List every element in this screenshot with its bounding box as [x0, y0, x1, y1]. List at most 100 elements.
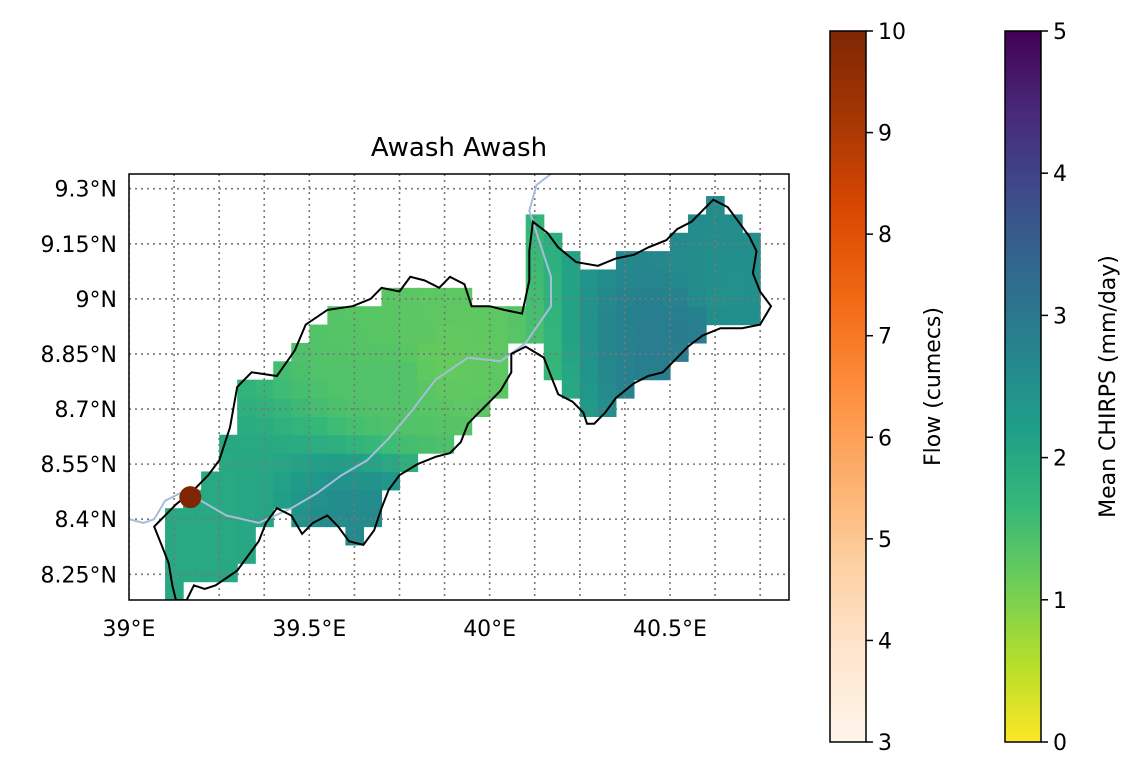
raster-cell [237, 453, 256, 473]
raster-cell [327, 416, 346, 436]
raster-cell [633, 324, 653, 344]
raster-cell [633, 361, 653, 381]
raster-cell [363, 416, 383, 436]
colorbar-tick-label: 4 [1053, 162, 1067, 187]
colorbar-label: Mean CHIRPS (mm/day) [1096, 255, 1121, 518]
raster-cell [399, 434, 419, 454]
raster-cell [724, 287, 743, 307]
raster-cell [327, 342, 346, 362]
raster-cell [345, 361, 365, 381]
raster-cell [399, 287, 419, 307]
raster-cell [381, 287, 401, 307]
raster-cell [669, 269, 689, 289]
raster-cell [417, 416, 437, 436]
map-frame [128, 173, 790, 601]
raster-cell [381, 361, 401, 381]
raster-cell [561, 361, 581, 381]
raster-cell [165, 544, 184, 564]
raster-cell [327, 489, 346, 509]
raster-cell [561, 342, 581, 362]
chirps-colorbar: 0 1 2 3 4 5 Mean CHIRPS (mm/day) [1004, 20, 1121, 756]
raster-cell [706, 232, 725, 252]
raster-cell [219, 453, 238, 473]
raster-cell [273, 434, 292, 454]
lon-tick-label: 39°E [103, 617, 156, 642]
raster-cell [237, 379, 256, 399]
raster-cell [597, 361, 617, 381]
raster-cell [525, 269, 545, 289]
raster-cell [651, 251, 671, 271]
colorbar-tick-label: 6 [878, 426, 892, 451]
catchment-boundary [153, 198, 773, 600]
colorbar-label: Flow (cumecs) [921, 307, 946, 466]
raster-cell [688, 306, 707, 326]
raster-cell [435, 324, 455, 344]
raster-cell [724, 251, 743, 271]
raster-cell [381, 306, 401, 326]
raster-cell [327, 306, 346, 326]
raster-cell [543, 251, 563, 271]
raster-cell [237, 471, 256, 491]
raster-cell [345, 398, 365, 417]
lon-tick-label: 40°E [463, 617, 516, 642]
raster-cell [363, 342, 383, 362]
raster-cell [435, 398, 455, 417]
raster-cell [453, 398, 473, 417]
raster-cell [651, 306, 671, 326]
raster-cell [615, 306, 635, 326]
raster-cell [561, 324, 581, 344]
raster-cell [363, 453, 383, 473]
raster-cell [471, 306, 491, 326]
raster-cell [597, 269, 617, 289]
raster-cell [309, 453, 328, 473]
raster-cell [237, 416, 256, 436]
raster-cell [543, 287, 563, 307]
raster-cell [453, 306, 473, 326]
lon-axis: 39°E 39.5°E 40°E 40.5°E [103, 617, 707, 642]
raster-cell [183, 508, 202, 528]
raster-cell [165, 563, 184, 583]
raster-cell [165, 526, 184, 546]
raster-cell [417, 434, 437, 454]
raster-cell [633, 306, 653, 326]
river-line [129, 174, 552, 524]
raster-cell [291, 379, 310, 399]
raster-cell [363, 379, 383, 399]
raster-cell [219, 471, 238, 491]
raster-cell [237, 526, 256, 546]
raster-cell [399, 416, 419, 436]
raster-cell [363, 489, 383, 509]
raster-cell [597, 306, 617, 326]
raster-cell [291, 434, 310, 454]
raster-cell [309, 434, 328, 454]
raster-cell [309, 471, 328, 491]
raster-cell [381, 434, 401, 454]
raster-cell [255, 379, 274, 399]
raster-cell [669, 342, 689, 362]
raster-cell [706, 251, 725, 271]
raster-cell [543, 361, 563, 381]
raster-cell [399, 306, 419, 326]
lat-tick-label: 8.85°N [41, 343, 117, 368]
raster-cell [669, 324, 689, 344]
raster-cell [363, 324, 383, 344]
raster-cell [651, 342, 671, 362]
raster-cell [435, 379, 455, 399]
raster-cell [688, 232, 707, 252]
raster-cell [381, 342, 401, 362]
raster-cell [327, 508, 346, 528]
raster-cell [688, 269, 707, 289]
raster-cell [579, 361, 599, 381]
colorbar-tick-label: 8 [878, 223, 892, 248]
raster-cell [453, 416, 473, 436]
colorbar-frame [1004, 30, 1042, 743]
raster-cell [543, 306, 563, 326]
raster-cell [399, 342, 419, 362]
colorbar-tick-label: 9 [878, 122, 892, 147]
raster-cell [561, 306, 581, 326]
raster-cell [291, 508, 310, 528]
raster-cell [237, 508, 256, 528]
raster-cell [471, 361, 491, 381]
raster-cell [597, 379, 617, 399]
map-axes: 39°E 39.5°E 40°E 40.5°E 9.3°N 9.15°N 9°N 8.85°… [41, 173, 790, 642]
